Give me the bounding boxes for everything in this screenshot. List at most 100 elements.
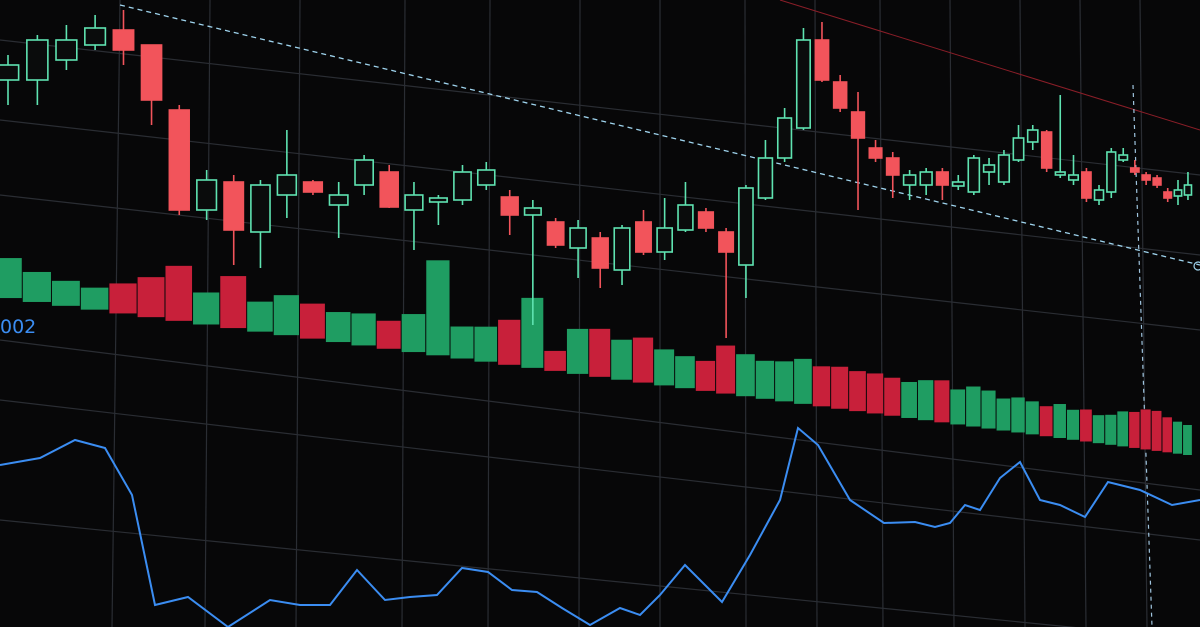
volume-bar: [1162, 417, 1172, 453]
volume-bar: [831, 366, 849, 409]
grid-line: [949, 0, 955, 627]
volume-bar: [273, 295, 299, 336]
volume-bar: [521, 297, 544, 368]
candle-body: [1163, 191, 1173, 199]
candle-body: [223, 181, 245, 231]
candle-body: [55, 39, 78, 61]
volume-bar: [325, 312, 351, 343]
trend-line: [779, 0, 1200, 131]
volume-bar: [1140, 409, 1151, 450]
crosshair-point: [1193, 261, 1200, 271]
volume-bar: [866, 373, 884, 414]
grid-line: [0, 39, 1200, 176]
volume-bar: [566, 328, 589, 374]
candle-body: [902, 174, 917, 186]
candle-body: [997, 154, 1011, 183]
volume-bar: [755, 360, 775, 399]
grid-line: [0, 519, 1077, 627]
candle-body: [982, 164, 996, 173]
candle-body: [140, 44, 163, 101]
volume-bar: [1129, 411, 1140, 448]
volume-bar: [247, 301, 273, 332]
grid-line: [814, 0, 818, 627]
candle-body: [523, 207, 542, 216]
candle-body: [832, 81, 848, 109]
candle-body: [1152, 177, 1162, 186]
candle-body: [354, 159, 374, 186]
candle-body: [1067, 174, 1080, 181]
grid-line: [744, 0, 747, 627]
volume-label: 002: [0, 316, 36, 338]
candle-body: [635, 221, 652, 253]
candle-body: [0, 64, 20, 81]
candle-body: [613, 227, 631, 271]
grid-line: [0, 339, 1200, 491]
volume-bar: [996, 398, 1011, 431]
candle-body: [1026, 129, 1039, 143]
candle-body: [453, 171, 472, 201]
candle-body: [1183, 184, 1193, 196]
candle-body: [951, 181, 965, 187]
candle-body: [168, 109, 190, 211]
candle-body: [569, 227, 587, 249]
volume-bar: [544, 350, 566, 371]
volume-bar: [401, 314, 426, 353]
volume-bar: [299, 303, 325, 339]
volume-bar: [80, 287, 109, 310]
volume-bar: [376, 320, 401, 349]
candle-body: [1081, 171, 1092, 199]
volume-bar: [611, 339, 632, 380]
candle-body: [112, 29, 135, 51]
volume-bar: [812, 366, 831, 407]
candle-body: [1141, 174, 1151, 181]
volume-bar: [1025, 401, 1039, 435]
candle-body: [428, 197, 448, 203]
volume-bar: [849, 371, 866, 412]
candle-body: [757, 157, 774, 199]
volume-bar: [736, 354, 755, 397]
volume-bar: [1092, 415, 1105, 444]
candle-body: [718, 231, 735, 253]
volume-bar: [901, 381, 917, 418]
candle-body: [868, 147, 883, 159]
volume-bar: [632, 337, 654, 383]
volume-bar: [450, 326, 474, 359]
candle-body: [1093, 189, 1105, 201]
volume-bar: [966, 386, 981, 427]
candle-body: [591, 237, 609, 269]
volume-bar: [1066, 409, 1080, 440]
grid-line: [111, 0, 121, 627]
candle-body: [697, 211, 715, 229]
volume-bar: [917, 380, 934, 421]
candle-body: [738, 187, 754, 266]
candle-body: [935, 171, 949, 186]
candle-body: [328, 194, 349, 206]
candle-body: [84, 27, 107, 46]
volume-bar: [193, 292, 220, 325]
volume-bar: [137, 277, 165, 318]
candle-body: [967, 157, 981, 193]
volume-bar: [1011, 397, 1025, 433]
volume-bar: [675, 356, 695, 389]
crosshair: [1132, 84, 1153, 627]
volume-bar: [1172, 421, 1183, 454]
volume-bar: [109, 283, 137, 314]
candle-body: [1012, 137, 1025, 161]
volume-bar: [220, 276, 247, 329]
marks: [0, 10, 1200, 627]
volume-bar: [775, 361, 794, 402]
candle-body: [1173, 189, 1183, 197]
volume-bar: [165, 265, 193, 321]
volume-bar: [950, 389, 966, 425]
candle-body: [1129, 167, 1140, 173]
volume-bar: [884, 377, 901, 416]
candle-body: [500, 196, 519, 216]
volume-bar: [1080, 409, 1092, 442]
volume-bar: [1039, 406, 1053, 437]
volume-bar: [1183, 424, 1192, 455]
grid-line: [578, 0, 581, 627]
volume-bar: [426, 260, 450, 356]
grid-line: [0, 119, 1200, 256]
